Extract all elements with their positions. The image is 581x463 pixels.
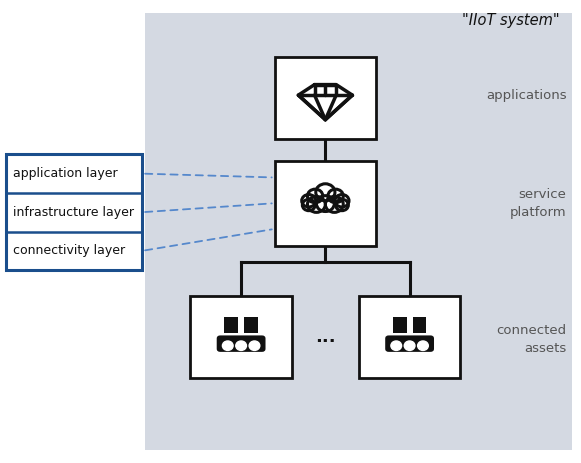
FancyBboxPatch shape: [6, 154, 142, 270]
Text: ...: ...: [315, 328, 336, 346]
FancyBboxPatch shape: [274, 161, 376, 246]
Circle shape: [391, 341, 401, 350]
FancyBboxPatch shape: [274, 56, 376, 139]
FancyBboxPatch shape: [217, 335, 266, 352]
Circle shape: [335, 194, 349, 207]
Circle shape: [249, 341, 260, 350]
Circle shape: [418, 341, 428, 350]
Text: applications: applications: [486, 89, 566, 102]
FancyBboxPatch shape: [385, 335, 434, 352]
Circle shape: [302, 200, 315, 211]
Circle shape: [328, 189, 343, 203]
Text: connected
assets: connected assets: [496, 324, 566, 355]
Text: infrastructure layer: infrastructure layer: [13, 206, 134, 219]
FancyBboxPatch shape: [145, 13, 572, 450]
Circle shape: [316, 184, 335, 201]
Circle shape: [236, 341, 246, 350]
Circle shape: [325, 196, 343, 213]
FancyBboxPatch shape: [359, 296, 460, 378]
FancyBboxPatch shape: [393, 317, 407, 333]
FancyBboxPatch shape: [413, 317, 426, 333]
Text: "IIoT system": "IIoT system": [462, 13, 560, 28]
Text: application layer: application layer: [13, 167, 118, 180]
Circle shape: [307, 189, 323, 203]
FancyBboxPatch shape: [224, 317, 238, 333]
FancyBboxPatch shape: [191, 296, 292, 378]
Text: service
platform: service platform: [510, 188, 566, 219]
Text: connectivity layer: connectivity layer: [13, 244, 125, 257]
Circle shape: [302, 194, 316, 207]
Circle shape: [336, 200, 349, 211]
Circle shape: [223, 341, 233, 350]
FancyBboxPatch shape: [244, 317, 258, 333]
Circle shape: [307, 196, 325, 213]
Circle shape: [404, 341, 415, 350]
Circle shape: [317, 196, 334, 212]
